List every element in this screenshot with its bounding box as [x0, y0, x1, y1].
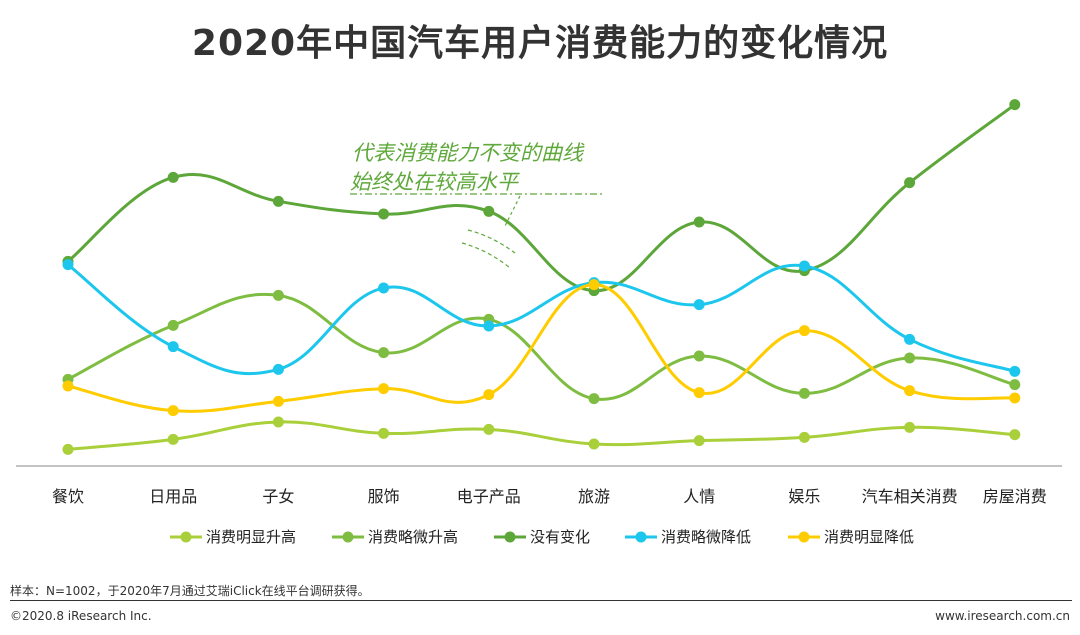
data-point-1-餐饮	[62, 443, 74, 455]
data-point-5-汽车相关消费	[904, 385, 916, 397]
data-point-2-服饰	[378, 347, 390, 359]
legend-swatch-marker	[342, 531, 354, 543]
data-point-5-房屋消费	[1009, 392, 1021, 404]
legend-item-3: 没有变化	[494, 528, 590, 546]
data-point-3-服饰	[378, 208, 390, 220]
data-point-1-娱乐	[798, 431, 810, 443]
x-tick-label: 日用品	[149, 487, 197, 506]
data-point-5-餐饮	[62, 380, 74, 392]
data-point-1-子女	[272, 416, 284, 428]
legend-item-5: 消费明显降低	[788, 528, 914, 546]
series-3	[62, 99, 1021, 297]
legend-item-4: 消费略微降低	[625, 528, 751, 546]
data-point-5-人情	[693, 387, 705, 399]
website-link[interactable]: www.iresearch.com.cn	[935, 609, 1070, 623]
data-point-5-娱乐	[798, 325, 810, 337]
legend-swatch-marker	[180, 531, 192, 543]
series-line-5	[67, 283, 1015, 413]
data-point-4-人情	[693, 299, 705, 311]
data-point-1-人情	[693, 435, 705, 447]
series-line-2	[67, 292, 1016, 401]
data-point-4-汽车相关消费	[904, 333, 916, 345]
data-point-2-房屋消费	[1009, 379, 1021, 391]
data-point-1-旅游	[588, 438, 600, 450]
data-point-3-人情	[693, 216, 705, 228]
x-tick-label: 电子产品	[457, 487, 521, 506]
x-tick-label: 子女	[262, 487, 294, 506]
source-note: 样本：N=1002，于2020年7月通过艾瑞iClick在线平台调研获得。	[10, 584, 370, 598]
legend-label: 消费略微降低	[661, 528, 751, 546]
x-tick-labels: 餐饮 日用品 子女 服饰 电子产品 旅游 人情 娱乐 汽车相关消费 房屋消费	[52, 487, 1047, 506]
data-point-2-子女	[272, 289, 284, 301]
x-tick-label: 旅游	[578, 487, 610, 506]
legend-label: 消费明显降低	[824, 528, 914, 546]
data-point-4-服饰	[378, 282, 390, 294]
data-point-2-日用品	[167, 319, 179, 331]
annotation-highlight-lower	[461, 242, 511, 269]
legend-swatch-marker	[504, 531, 516, 543]
data-point-5-旅游	[588, 279, 600, 291]
x-tick-label: 服饰	[368, 487, 400, 506]
data-point-2-人情	[693, 350, 705, 362]
data-point-5-服饰	[378, 383, 390, 395]
data-point-5-子女	[272, 395, 284, 407]
legend-label: 没有变化	[530, 528, 590, 546]
legend-swatch-marker	[798, 531, 810, 543]
series-1	[62, 416, 1021, 455]
copyright-text: ©2020.8 iResearch Inc.	[10, 609, 152, 623]
series-5	[62, 279, 1021, 417]
series-4	[62, 259, 1021, 377]
chart-plot: 餐饮 日用品 子女 服饰 电子产品 旅游 人情 娱乐 汽车相关消费 房屋消费 消费明显升高 消费略微…	[16, 99, 1062, 546]
legend-swatch-marker	[635, 531, 647, 543]
series-line-3	[67, 103, 1016, 293]
annotation-highlight-upper	[467, 229, 516, 254]
data-point-1-房屋消费	[1009, 429, 1021, 441]
data-point-2-汽车相关消费	[904, 352, 916, 364]
data-point-5-电子产品	[483, 389, 495, 401]
data-point-4-子女	[272, 363, 284, 375]
footer-divider	[10, 600, 1072, 601]
data-point-3-日用品	[167, 171, 179, 183]
data-point-4-房屋消费	[1009, 365, 1021, 377]
data-point-5-日用品	[167, 405, 179, 417]
x-tick-label: 房屋消费	[983, 487, 1047, 506]
x-tick-label: 餐饮	[52, 487, 84, 506]
legend-item-1: 消费明显升高	[170, 528, 296, 546]
x-tick-label: 汽车相关消费	[862, 487, 958, 506]
series-line-1	[67, 420, 1015, 451]
series-layer	[62, 99, 1021, 455]
data-point-4-电子产品	[483, 320, 495, 332]
data-point-3-汽车相关消费	[904, 177, 916, 189]
data-point-2-娱乐	[798, 387, 810, 399]
legend: 消费明显升高 消费略微升高 没有变化 消费略微降低 消费明显降低	[170, 528, 914, 546]
data-point-3-房屋消费	[1009, 99, 1021, 111]
data-point-3-电子产品	[483, 205, 495, 217]
x-tick-label: 娱乐	[788, 487, 820, 506]
legend-item-2: 消费略微升高	[332, 528, 458, 546]
data-point-4-娱乐	[798, 260, 810, 272]
data-point-1-电子产品	[483, 423, 495, 435]
data-point-4-日用品	[167, 341, 179, 353]
annotation-line-2: 始终处在较高水平	[350, 170, 520, 194]
data-point-4-餐饮	[62, 259, 74, 271]
annotation-line-1: 代表消费能力不变的曲线	[352, 141, 585, 165]
data-point-1-汽车相关消费	[904, 421, 916, 433]
data-point-1-日用品	[167, 433, 179, 445]
legend-label: 消费略微升高	[368, 528, 458, 546]
chart-title: 2020年中国汽车用户消费能力的变化情况	[191, 23, 889, 64]
series-line-4	[67, 263, 1016, 376]
x-tick-label: 人情	[683, 487, 715, 506]
legend-label: 消费明显升高	[206, 528, 296, 546]
data-point-2-旅游	[588, 393, 600, 405]
data-point-3-子女	[272, 195, 284, 207]
data-point-1-服饰	[378, 427, 390, 439]
